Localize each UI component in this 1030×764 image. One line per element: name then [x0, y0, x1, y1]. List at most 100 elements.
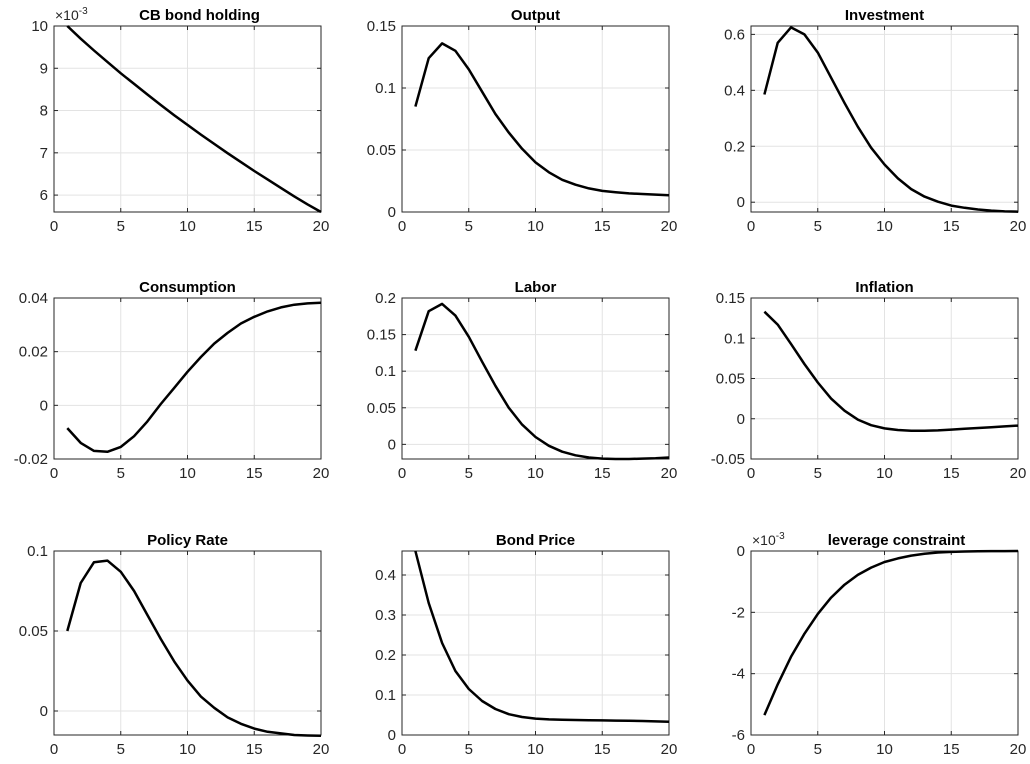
y-tick-label: 0: [40, 397, 48, 414]
x-tick-label: 0: [398, 741, 406, 758]
y-tick-label: 0.2: [375, 290, 396, 307]
x-tick-label: 5: [117, 741, 125, 758]
chart-title: Labor: [515, 279, 557, 296]
x-tick-label: 20: [661, 465, 678, 482]
y-tick-label: -6: [732, 727, 745, 744]
x-tick-label: 0: [50, 741, 58, 758]
x-tick-label: 5: [465, 465, 473, 482]
y-exponent-label: ×10-3: [55, 6, 88, 23]
y-tick-label: 0.4: [375, 567, 396, 584]
x-tick-label: 5: [465, 218, 473, 235]
y-tick-label: 0.1: [375, 363, 396, 380]
y-tick-label: 0.2: [724, 138, 745, 155]
y-exponent-label: ×10-3: [752, 531, 785, 548]
chart-panel-1: 0 5 10 15 20 0 0.05 0.1 0.15 Output: [367, 7, 678, 235]
y-tick-label: 0.05: [716, 371, 745, 388]
y-tick-label: 0.1: [375, 80, 396, 97]
y-tick-label: 0.15: [367, 327, 396, 344]
y-tick-label: 0.2: [375, 647, 396, 664]
chart-title: Inflation: [855, 279, 913, 296]
x-tick-label: 0: [398, 465, 406, 482]
x-tick-label: 0: [398, 218, 406, 235]
x-tick-label: 15: [594, 218, 611, 235]
series-line: [414, 42, 670, 197]
series-line: [66, 25, 322, 214]
x-tick-label: 5: [465, 741, 473, 758]
x-tick-label: 20: [1010, 218, 1027, 235]
y-tick-label: -4: [732, 666, 745, 683]
y-tick-label: 0.1: [724, 330, 745, 347]
y-tick-label: 0.15: [367, 18, 396, 35]
x-tick-label: 5: [814, 465, 822, 482]
chart-panel-6: 0 5 10 15 20 0 0.05 0.1 Policy Rate: [19, 532, 330, 758]
chart-title: CB bond holding: [139, 7, 260, 24]
chart-panel-0: 0 5 10 15 20 6 7 8 9 10 CB bond holding ×10-3: [31, 6, 329, 235]
chart-panel-8: 0 5 10 15 20 -6 -4 -2 0 leverage constraint ×10-3: [732, 531, 1027, 758]
y-tick-label: 0.05: [367, 142, 396, 159]
x-tick-label: 5: [814, 741, 822, 758]
chart-title: leverage constraint: [828, 532, 966, 549]
series-line: [414, 302, 670, 461]
y-tick-label: 0.04: [19, 290, 48, 307]
y-tick-label: 0: [388, 204, 396, 221]
y-tick-label: 0.6: [724, 26, 745, 43]
x-tick-label: 15: [246, 218, 263, 235]
y-tick-label: 0.15: [716, 290, 745, 307]
y-tick-label: 0: [737, 194, 745, 211]
x-tick-label: 0: [747, 465, 755, 482]
y-tick-label: 0: [737, 411, 745, 428]
series-line: [66, 301, 322, 454]
x-tick-label: 5: [117, 465, 125, 482]
x-tick-label: 15: [246, 741, 263, 758]
x-tick-label: 10: [527, 218, 544, 235]
y-tick-label: 0.02: [19, 344, 48, 361]
x-tick-label: 5: [814, 218, 822, 235]
x-tick-label: 10: [179, 218, 196, 235]
x-tick-label: 0: [50, 218, 58, 235]
y-tick-label: -0.02: [14, 451, 48, 468]
y-tick-label: -0.05: [711, 451, 745, 468]
x-tick-label: 10: [179, 465, 196, 482]
chart-title: Consumption: [139, 279, 236, 296]
chart-panel-4: 0 5 10 15 20 0 0.05 0.1 0.15 0.2 Labor: [367, 279, 678, 482]
x-tick-label: 5: [117, 218, 125, 235]
x-tick-label: 10: [876, 465, 893, 482]
y-tick-label: 0.1: [27, 543, 48, 560]
chart-title: Investment: [845, 7, 924, 24]
x-tick-label: 15: [943, 218, 960, 235]
x-tick-label: 20: [313, 465, 330, 482]
x-tick-label: 15: [943, 741, 960, 758]
x-tick-label: 10: [876, 741, 893, 758]
y-tick-label: 0: [388, 727, 396, 744]
y-tick-label: 0.1: [375, 687, 396, 704]
x-tick-label: 15: [246, 465, 263, 482]
x-tick-label: 15: [594, 741, 611, 758]
y-tick-label: 0.4: [724, 82, 745, 99]
chart-panel-7: 0 5 10 15 20 0 0.1 0.2 0.3 0.4 Bond Price: [375, 532, 677, 758]
x-tick-label: 20: [313, 218, 330, 235]
y-tick-label: 9: [40, 60, 48, 77]
y-tick-label: 8: [40, 103, 48, 120]
y-tick-label: -2: [732, 604, 745, 621]
x-tick-label: 10: [527, 465, 544, 482]
series-line: [414, 550, 670, 724]
y-tick-label: 7: [40, 145, 48, 162]
x-tick-label: 20: [1010, 465, 1027, 482]
y-tick-label: 0.05: [19, 623, 48, 640]
x-tick-label: 20: [661, 218, 678, 235]
x-tick-label: 15: [943, 465, 960, 482]
chart-panel-2: 0 5 10 15 20 0 0.2 0.4 0.6 Investment: [724, 7, 1026, 235]
x-tick-label: 15: [594, 465, 611, 482]
x-tick-label: 10: [876, 218, 893, 235]
x-tick-label: 10: [527, 741, 544, 758]
series-line: [763, 310, 1019, 433]
chart-title: Bond Price: [496, 532, 575, 549]
y-tick-label: 10: [31, 18, 48, 35]
x-tick-label: 20: [1010, 741, 1027, 758]
series-line: [66, 559, 322, 738]
x-tick-label: 20: [661, 741, 678, 758]
chart-title: Output: [511, 7, 560, 24]
x-tick-label: 0: [50, 465, 58, 482]
series-line: [763, 26, 1019, 213]
